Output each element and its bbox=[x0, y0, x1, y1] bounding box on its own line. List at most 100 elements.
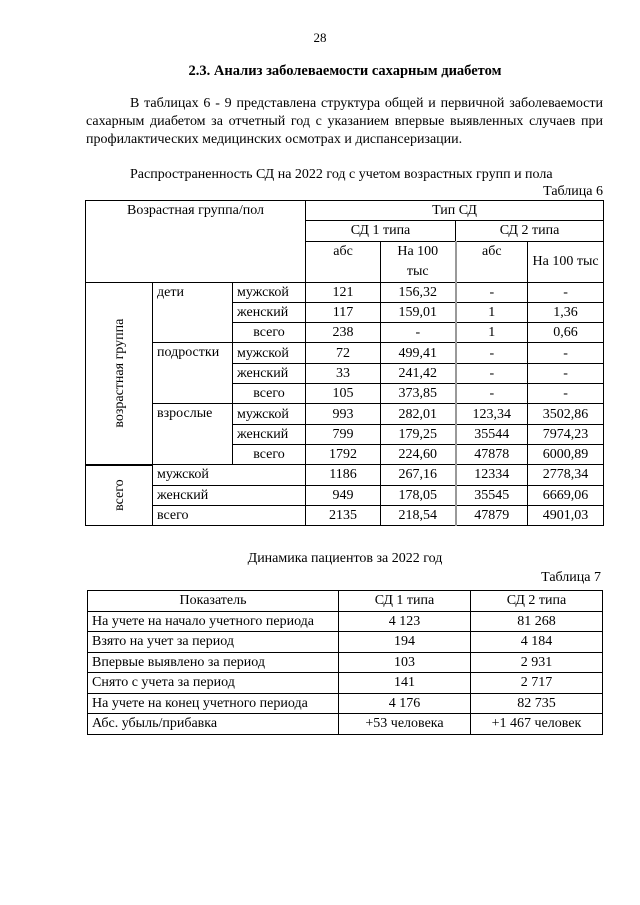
value-cell: 499,41 bbox=[380, 342, 457, 364]
header-sd1: СД 1 типа bbox=[338, 590, 471, 612]
sex-cell: мужской bbox=[231, 281, 307, 303]
value-cell: - bbox=[455, 383, 529, 405]
header-abs: абс bbox=[455, 240, 529, 283]
sex-cell: женский bbox=[151, 484, 307, 506]
header-sd1: СД 1 типа bbox=[305, 220, 457, 242]
table-row: взрослые мужской 993 282,01 123,34 3502,86 bbox=[86, 403, 605, 466]
value-cell: 1186 bbox=[305, 464, 382, 486]
table-row: всего мужской 1186 267,16 12334 2778,34 bbox=[85, 464, 605, 526]
table-row: женский 949 178,05 35545 6669,06 bbox=[86, 484, 605, 506]
value-cell: 6669,06 bbox=[527, 484, 605, 506]
header-abs: абс bbox=[305, 240, 382, 283]
age-group-label: возрастная группа bbox=[85, 282, 153, 465]
header-sd2: СД 2 типа bbox=[470, 590, 603, 612]
header-sd2: СД 2 типа bbox=[455, 220, 605, 242]
value-cell: 241,42 bbox=[380, 362, 457, 385]
table7-caption: Динамика пациентов за 2022 год bbox=[247, 551, 443, 566]
value-cell: - bbox=[455, 281, 529, 303]
value-cell: 1 bbox=[455, 322, 529, 344]
value-cell: +1 467 человек bbox=[470, 713, 603, 735]
table-row: На учете на начало учетного периода 4 123… bbox=[87, 610, 603, 632]
indicator-cell: Снято с учета за период bbox=[87, 672, 339, 694]
sex-cell: всего bbox=[231, 322, 307, 344]
value-cell: 4 176 bbox=[338, 692, 471, 714]
value-cell: 2778,34 bbox=[527, 464, 605, 486]
value-cell: 993 bbox=[305, 403, 382, 425]
value-cell: - bbox=[380, 322, 457, 344]
value-cell: 12334 bbox=[455, 464, 529, 486]
table6-caption: Распространенность СД на 2022 год с учет… bbox=[130, 167, 553, 182]
sex-cell: всего bbox=[231, 443, 307, 466]
value-cell: 238 bbox=[305, 322, 382, 344]
value-cell: 121 bbox=[305, 281, 382, 303]
value-cell: 117 bbox=[305, 301, 382, 324]
group-name: дети bbox=[152, 281, 233, 344]
value-cell: 1792 bbox=[305, 443, 382, 466]
value-cell: 2135 bbox=[305, 504, 382, 527]
value-cell: 47878 bbox=[455, 443, 529, 466]
table-row: всего 1792 224,60 47878 6000,89 bbox=[86, 443, 605, 466]
table6-label: Таблица 6 bbox=[543, 184, 603, 199]
total-label: всего bbox=[85, 464, 153, 526]
value-cell: 4 184 bbox=[470, 631, 603, 653]
table-row: Абс. убыль/прибавка +53 человека +1 467 че… bbox=[87, 713, 603, 735]
value-cell: 105 bbox=[305, 383, 382, 405]
value-cell: 224,60 bbox=[380, 443, 457, 466]
value-cell: 194 bbox=[338, 631, 471, 653]
header-group-sex: Возрастная группа/пол bbox=[84, 200, 307, 283]
sex-cell: всего bbox=[151, 504, 307, 527]
value-cell: 373,85 bbox=[380, 383, 457, 405]
sex-cell: мужской bbox=[231, 342, 307, 364]
page-number: 28 bbox=[313, 30, 327, 45]
indicator-cell: На учете на конец учетного периода bbox=[87, 692, 339, 714]
value-cell: 6000,89 bbox=[527, 443, 605, 466]
value-cell: +53 человека bbox=[338, 713, 471, 735]
intro-paragraph: В таблицах 6 - 9 представлена структура … bbox=[86, 96, 603, 147]
table-row: женский 117 159,01 1 1,36 bbox=[86, 301, 605, 324]
value-cell: 4901,03 bbox=[527, 504, 605, 527]
indicator-cell: Впервые выявлено за период bbox=[87, 651, 339, 673]
value-cell: 7974,23 bbox=[527, 423, 605, 445]
sex-cell: женский bbox=[231, 362, 307, 385]
value-cell: 81 268 bbox=[470, 610, 603, 632]
value-cell: 82 735 bbox=[470, 692, 603, 714]
header-indicator: Показатель bbox=[87, 590, 339, 612]
group-name: взрослые bbox=[152, 403, 233, 466]
sex-cell: мужской bbox=[151, 464, 307, 486]
section-heading: 2.3. Анализ заболеваемости сахарным диаб… bbox=[188, 63, 502, 79]
value-cell: 282,01 bbox=[380, 403, 457, 425]
value-cell: 799 bbox=[305, 423, 382, 445]
table-row: На учете на конец учетного периода 4 176 8… bbox=[87, 692, 603, 714]
value-cell: 4 123 bbox=[338, 610, 471, 632]
header-per100: На 100 тыс bbox=[380, 240, 457, 283]
header-type: Тип СД bbox=[305, 199, 605, 222]
value-cell: 35545 bbox=[455, 484, 529, 506]
value-cell: 0,66 bbox=[527, 322, 605, 344]
value-cell: - bbox=[527, 383, 605, 405]
value-cell: - bbox=[527, 281, 605, 303]
table-row: Снято с учета за период 141 2 717 bbox=[87, 672, 603, 694]
value-cell: 159,01 bbox=[380, 301, 457, 324]
value-cell: 103 bbox=[338, 651, 471, 673]
table-row: возрастная группа дети мужской 121 156,32- - bbox=[85, 281, 605, 465]
value-cell: 3502,86 bbox=[527, 403, 605, 425]
table-row: всего 2135 218,54 47879 4901,03 bbox=[86, 504, 605, 527]
sex-cell: всего bbox=[231, 383, 307, 405]
value-cell: - bbox=[527, 342, 605, 364]
value-cell: 33 bbox=[305, 362, 382, 385]
value-cell: 1,36 bbox=[527, 301, 605, 324]
sex-cell: женский bbox=[231, 423, 307, 445]
value-cell: 267,16 bbox=[380, 464, 457, 486]
value-cell: 179,25 bbox=[380, 423, 457, 445]
table6: Возрастная группа/пол Тип СД СД 1 типа С… bbox=[84, 199, 605, 527]
indicator-cell: Абс. убыль/прибавка bbox=[87, 713, 339, 735]
value-cell: - bbox=[527, 362, 605, 385]
value-cell: 72 bbox=[305, 342, 382, 364]
header-per100: На 100 тыс bbox=[527, 240, 605, 283]
value-cell: - bbox=[455, 362, 529, 385]
value-cell: 47879 bbox=[455, 504, 529, 527]
table-row: женский 33 241,42- - bbox=[86, 362, 605, 385]
value-cell: - bbox=[455, 342, 529, 364]
value-cell: 141 bbox=[338, 672, 471, 694]
table-row: всего 105 373,85- - bbox=[86, 383, 605, 405]
